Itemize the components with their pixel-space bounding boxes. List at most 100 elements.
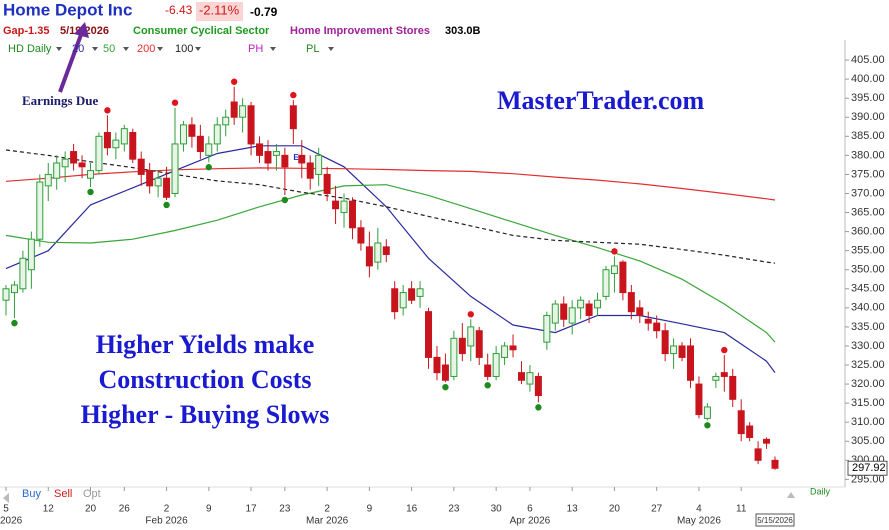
x-tick-label: 4 [696, 504, 702, 515]
legend-dropdown [157, 47, 163, 51]
candle-body [737, 410, 745, 435]
candle-body [146, 170, 154, 187]
candle-body [754, 448, 762, 461]
candle-body [678, 345, 686, 358]
y-tick-label: 350.00 [851, 264, 885, 276]
candle-body [686, 345, 694, 381]
last-price-box [847, 460, 888, 476]
pivot-dot [11, 319, 18, 327]
pivot-dot [163, 201, 170, 209]
candle-body [36, 181, 44, 240]
candle-body [163, 177, 171, 198]
candle-body [636, 307, 644, 316]
candle-body [585, 303, 593, 316]
opt-button[interactable]: Opt [83, 488, 101, 500]
buy-button[interactable]: Buy [22, 488, 41, 500]
moving-average [5, 145, 776, 373]
candle-body [272, 151, 280, 156]
pivot-dot [230, 78, 238, 85]
date-box [755, 513, 795, 527]
candle-body [103, 131, 111, 149]
candle-body [205, 143, 213, 156]
candle-body [399, 292, 407, 309]
stock-name: Home Depot Inc [3, 0, 132, 19]
scroll-right[interactable] [787, 492, 795, 498]
candle-body [27, 238, 35, 271]
legend-entry: 200 [137, 43, 155, 55]
candle-body [281, 154, 289, 168]
x-month-label: Apr 2026 [510, 516, 551, 527]
candle-body [230, 101, 238, 118]
candle-body [526, 372, 534, 385]
candle-body [534, 375, 542, 397]
candle-body [120, 128, 128, 145]
pivot-dot [535, 404, 542, 411]
pivot-dot [442, 383, 449, 391]
pivot-dot [467, 311, 474, 318]
sell-button[interactable]: Sell [54, 488, 72, 500]
candle-body [408, 288, 416, 301]
x-tick-label: 23 [448, 504, 460, 515]
candle-body [129, 131, 137, 160]
candle-body [340, 200, 348, 214]
earnings-label: Earnings Due [22, 93, 98, 108]
x-month-label: May 2026 [677, 516, 721, 527]
market-cap: 303.0B [445, 25, 481, 37]
candle-body [374, 242, 382, 263]
interval[interactable]: HD Daily [8, 43, 52, 55]
candle-body [560, 303, 568, 320]
candle-body [256, 143, 264, 156]
y-tick-label: 395.00 [851, 92, 885, 104]
candle-body [670, 345, 678, 355]
change-pct-bg [196, 2, 243, 21]
candle-body [306, 162, 314, 179]
x-tick-label: 26 [119, 504, 131, 515]
moving-average [5, 149, 776, 264]
pivot-dot [611, 248, 618, 255]
candle-body [112, 139, 120, 149]
note-line: Higher Yields make [96, 330, 315, 359]
moving-average [5, 167, 776, 201]
candle-body [416, 288, 424, 297]
y-tick-label: 405.00 [851, 54, 885, 66]
legend-entry: 20 [72, 43, 84, 55]
x-tick-label: 16 [406, 504, 418, 515]
period[interactable]: Daily [810, 486, 831, 496]
y-tick-label: 390.00 [851, 111, 885, 123]
y-tick-label: 370.00 [851, 187, 885, 199]
dropdown-arrow[interactable] [56, 47, 62, 51]
candle-body [619, 261, 627, 294]
pivot-dot [205, 164, 213, 171]
earnings-arrow [58, 31, 84, 93]
legend-dropdown [92, 47, 98, 51]
moving-average [5, 184, 776, 343]
note-line: Higher - Buying Slows [81, 400, 330, 429]
candle-body [501, 345, 509, 358]
brand: MasterTrader.com [497, 86, 705, 115]
y-tick-label: 355.00 [851, 245, 885, 257]
candle-body [720, 372, 728, 377]
y-tick-label: 360.00 [851, 226, 885, 238]
legend-dropdown [328, 47, 334, 51]
candle-body [348, 200, 356, 229]
scroll-left[interactable] [3, 493, 9, 503]
legend-entry: 100 [175, 43, 193, 55]
candle-body [179, 124, 187, 145]
candle-body [196, 135, 204, 153]
note-line: Construction Costs [98, 365, 311, 394]
candle-body [213, 124, 221, 145]
candle-body [627, 292, 635, 313]
pivot-dot [281, 196, 289, 204]
earnings-marker: E [293, 153, 299, 162]
candle-body [425, 311, 433, 358]
industry: Home Improvement Stores [290, 25, 430, 37]
candle-body [264, 151, 272, 164]
candle-body [594, 299, 602, 309]
candle-body [70, 151, 78, 164]
y-tick-label: 305.00 [851, 435, 885, 447]
candle-body [391, 288, 399, 313]
candle-body [365, 246, 373, 267]
candle-body [568, 307, 576, 324]
legend-dropdown [270, 47, 276, 51]
